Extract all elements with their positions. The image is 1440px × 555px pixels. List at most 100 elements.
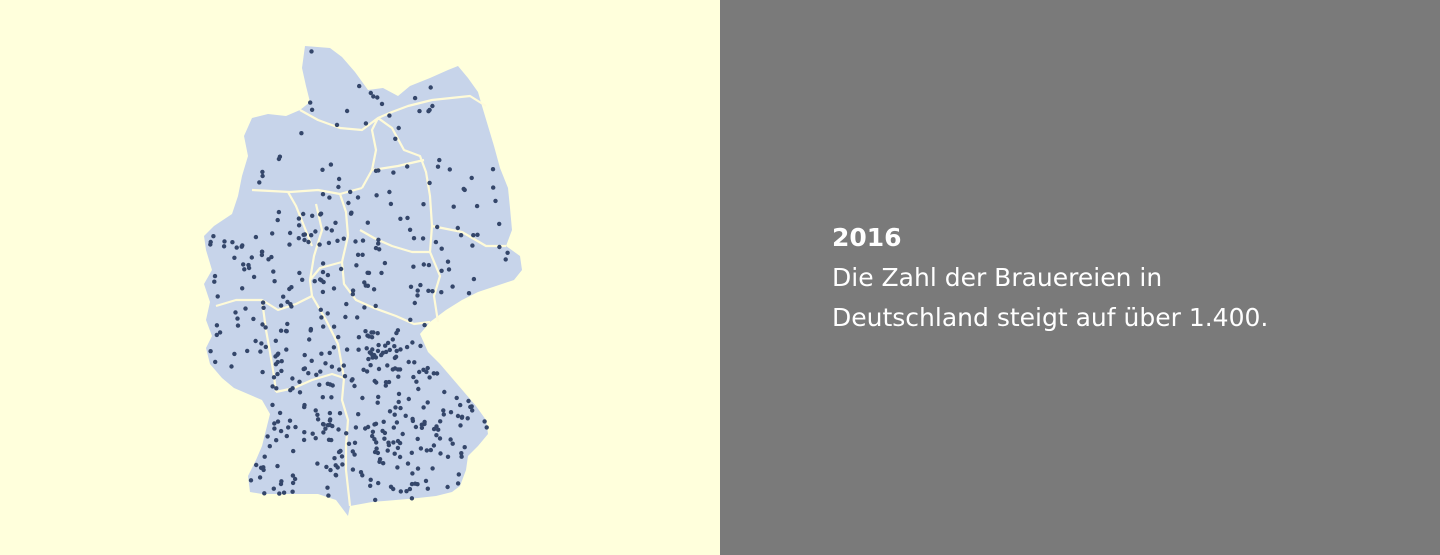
brewery-dot [376,241,381,246]
brewery-dot [380,428,385,434]
brewery-dot [462,187,467,193]
brewery-dot [321,324,326,329]
brewery-dot [454,395,459,401]
brewery-dot [309,358,314,363]
brewery-dot [409,481,415,487]
brewery-dot [416,386,421,392]
brewery-dot [302,237,307,243]
brewery-dot [324,226,329,231]
brewery-dot [288,302,293,307]
brewery-dot [315,461,320,466]
brewery-dot [326,240,332,246]
brewery-dot [474,203,480,209]
brewery-dot [447,167,452,172]
brewery-dot [261,465,266,470]
brewery-dot [413,481,418,486]
brewery-dot [300,277,305,282]
brewery-dot [419,425,425,430]
brewery-dot [260,369,265,375]
brewery-dot [386,379,392,385]
brewery-dot [350,377,355,382]
brewery-dot [329,228,334,233]
brewery-dot [354,263,359,268]
brewery-dot [279,368,284,374]
brewery-dot [363,283,368,288]
brewery-dot [393,136,398,141]
brewery-dot [409,496,415,501]
brewery-dot [439,268,444,273]
brewery-dot [459,454,464,459]
brewery-dot [362,305,367,310]
brewery-dot [257,475,263,480]
brewery-dot [470,408,475,413]
brewery-dot [455,225,460,231]
brewery-dot [288,388,293,393]
brewery-dot [394,348,399,354]
brewery-dot [407,486,413,492]
brewery-dot [448,410,454,415]
brewery-dot [259,341,264,346]
brewery-dot [348,189,353,195]
brewery-dot [469,404,474,409]
brewery-dot [329,395,334,400]
brewery-dot [281,490,287,495]
brewery-dot [376,342,381,348]
brewery-dot [436,427,441,432]
brewery-dot [375,450,381,456]
brewery-dot [412,300,417,306]
brewery-dot [301,211,306,217]
brewery-dot [309,107,315,113]
brewery-dot [383,343,388,348]
brewery-dot [418,446,424,451]
brewery-dot [339,454,345,459]
brewery-dot [263,344,268,350]
brewery-dot [353,239,358,244]
brewery-dot [491,185,496,190]
brewery-dot [391,440,396,445]
brewery-dot [272,279,277,284]
brewery-dot [357,83,362,89]
brewery-dot [368,363,373,368]
brewery-dot [445,454,451,459]
brewery-dot [246,265,252,271]
brewery-dot [380,350,386,355]
brewery-dot [381,461,386,466]
brewery-dot [360,395,365,401]
brewery-dot [417,369,422,375]
brewery-dot [266,257,271,262]
brewery-dot [326,493,331,498]
brewery-dot [409,450,414,455]
brewery-dot [327,410,333,416]
brewery-dot [208,349,213,354]
brewery-dot [308,328,313,333]
brewery-dot [391,170,396,175]
brewery-dot [408,284,414,289]
brewery-dot [320,269,326,275]
brewery-dot [302,430,307,435]
brewery-dot [319,351,324,356]
brewery-dot [497,221,502,227]
brewery-dot [387,347,392,353]
caption: 2016 Die Zahl der Brauereien in Deutschl… [832,218,1392,338]
brewery-dot [398,216,403,221]
brewery-dot [275,217,280,223]
brewery-dot [320,261,326,266]
brewery-dot [396,391,402,397]
brewery-dot [325,381,330,386]
brewery-dot [307,337,312,342]
brewery-dot [331,286,337,291]
brewery-dot [410,418,416,424]
brewery-dot [335,238,340,243]
brewery-dot [430,289,435,294]
brewery-dot [270,402,275,408]
brewery-dot [275,463,280,469]
brewery-dot [229,364,234,369]
brewery-dot [398,489,403,494]
brewery-dot [406,359,411,365]
germany-brewery-map [204,46,522,516]
brewery-dot [337,367,342,372]
brewery-dot [470,243,475,248]
brewery-dot [286,425,291,430]
brewery-dot [265,434,270,439]
map-panel [0,0,720,555]
